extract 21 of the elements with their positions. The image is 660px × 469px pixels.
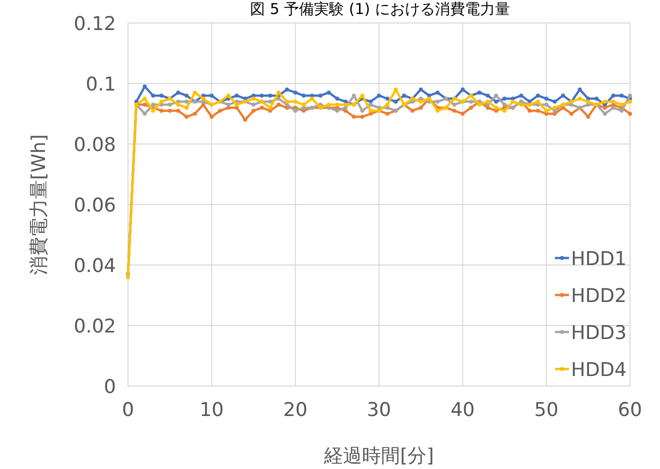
y-axis-title: 消費電力量[Wh] (28, 134, 50, 275)
chart-title: 図 5 予備実験 (1) における消費電力量 (250, 0, 510, 18)
x-tick-label: 20 (283, 399, 308, 421)
x-tick-label: 50 (534, 399, 558, 421)
x-axis-title: 経過時間[分] (323, 445, 434, 467)
legend-label: HDD2 (571, 285, 627, 307)
x-tick-label: 0 (122, 399, 134, 421)
legend-label: HDD4 (571, 359, 627, 381)
x-tick-label: 60 (618, 399, 642, 421)
y-tick-label: 0.08 (74, 134, 116, 156)
y-tick-label: 0 (104, 376, 116, 398)
y-tick-label: 0.1 (86, 74, 116, 96)
x-tick-label: 40 (450, 399, 475, 421)
legend-label: HDD3 (571, 322, 627, 344)
x-tick-label: 10 (200, 399, 224, 421)
y-tick-label: 0.04 (74, 255, 116, 277)
y-tick-label: 0.06 (74, 194, 116, 216)
x-tick-label: 30 (366, 399, 392, 421)
y-tick-label: 0.02 (74, 316, 116, 338)
y-tick-label: 0.12 (74, 13, 116, 35)
legend-label: HDD1 (571, 248, 627, 270)
